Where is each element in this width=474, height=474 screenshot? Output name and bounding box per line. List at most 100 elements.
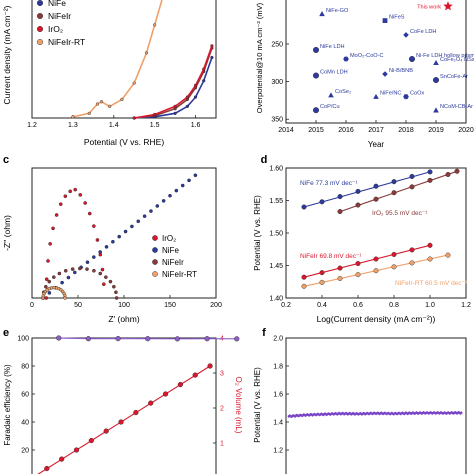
y-tick-label: 20 (21, 448, 29, 455)
point-label: Ni-Fe LDH hollow prisms (416, 53, 474, 59)
panel-e-y2label: O₂ Volume (mL) (234, 377, 243, 434)
legend-label: IrO₂ (48, 24, 63, 34)
y-tick-label: 3 (220, 371, 224, 378)
tafel-point (391, 179, 397, 185)
tafel-point (355, 188, 361, 194)
nyquist-point (98, 252, 103, 257)
point-label: NiFeS (389, 15, 405, 21)
x-tick-label: 50 (74, 302, 82, 309)
series-point (202, 79, 206, 83)
nyquist-point (101, 282, 106, 287)
panel-e-frame (31, 337, 217, 474)
legend-label: NiFe (48, 0, 66, 8)
nyquist-point (47, 291, 52, 295)
nyquist-point (66, 275, 71, 280)
panel-c-xlabel: Z' (ohm) (108, 314, 140, 324)
tafel-point (391, 264, 397, 270)
point-label: CoOx (410, 91, 425, 97)
y-tick-label: 1.6 (273, 392, 283, 399)
point-label: CoMn LDH (320, 70, 348, 76)
series-point (202, 67, 206, 71)
legend-marker (152, 235, 158, 241)
data-point (313, 72, 320, 79)
nyquist-point (104, 275, 108, 279)
legend-marker (37, 0, 44, 6)
x-tick-label: 1.5 (150, 122, 160, 129)
nyquist-point (108, 279, 113, 284)
tafel-point (391, 190, 397, 196)
nyquist-point (123, 229, 128, 234)
fe-point (145, 336, 151, 342)
series-point (132, 81, 136, 85)
legend-label: NiFeIr-RT (48, 37, 85, 47)
data-point (403, 32, 409, 38)
panel-d-ylabel: Potential (V vs. RHE) (253, 195, 262, 271)
tafel-point (301, 283, 307, 289)
fit-line (303, 244, 431, 278)
series-point (108, 104, 112, 108)
nyquist-point (70, 267, 75, 271)
x-tick-label: 2014 (278, 127, 294, 134)
data-point (403, 94, 409, 100)
o2-point (162, 391, 169, 397)
x-tick-label: 2016 (338, 127, 354, 134)
panel-b-frame (285, 0, 467, 124)
y-tick-label: 1.55 (269, 198, 283, 205)
x-tick-label: 0.8 (389, 302, 399, 309)
panel-b-ylabel: Overpotential@10 mA cm⁻² (mV) (255, 2, 264, 113)
series-point (193, 83, 198, 88)
nyquist-point (130, 224, 134, 229)
o2-point (192, 372, 198, 378)
nyquist-point (44, 296, 49, 300)
y-tick-label: 1 (220, 441, 224, 448)
nyquist-point (100, 267, 105, 272)
panel-b-xlabel: Year (368, 140, 385, 149)
x-tick-label: 150 (164, 302, 176, 309)
tafel-label: NiFe 77.3 mV dec⁻¹ (300, 180, 358, 187)
x-tick-label: 0.4 (317, 302, 327, 309)
data-point (319, 11, 325, 17)
tafel-label: IrO₂ 95.5 mV dec⁻¹ (372, 210, 428, 217)
tafel-point (373, 183, 379, 189)
legend-label: NiFeIr-RT (162, 270, 197, 279)
fe-point (204, 336, 210, 342)
nyquist-point (95, 238, 100, 242)
y-tick-label: 350 (271, 117, 283, 124)
nyquist-point (87, 211, 92, 216)
nyquist-point (78, 193, 83, 197)
panel-e-ylabel: Faradaic efficiency (%) (3, 364, 12, 446)
nyquist-point (85, 260, 90, 265)
data-point (373, 93, 379, 99)
series-point (95, 102, 100, 106)
x-tick-label: 0 (30, 302, 34, 309)
o2-point (133, 409, 139, 416)
tafel-point (319, 279, 325, 285)
series-point (210, 44, 214, 48)
stability-trace (287, 410, 463, 419)
tafel-point (427, 177, 433, 183)
series-point (185, 95, 189, 99)
nyquist-point (92, 255, 96, 259)
tafel-point (409, 247, 415, 253)
series-point (185, 104, 189, 108)
x-tick-label: 2018 (398, 127, 414, 134)
nyquist-point (180, 183, 185, 188)
nyquist-point (114, 290, 118, 295)
tafel-point (373, 268, 379, 274)
nyquist-point (52, 275, 56, 279)
tafel-point (301, 274, 307, 280)
legend-marker (152, 247, 158, 253)
series-point (99, 100, 104, 104)
data-point (313, 107, 320, 114)
o2-point (103, 428, 109, 434)
tafel-point (355, 272, 361, 278)
nyquist-point (68, 189, 73, 194)
point-label: This work (417, 4, 441, 10)
series-point (71, 115, 75, 119)
nyquist-point (136, 219, 141, 224)
tafel-point (355, 261, 361, 267)
nyquist-point (44, 284, 48, 289)
legend-label: NiFeIr (48, 11, 71, 21)
series-point (173, 111, 177, 115)
legend-marker (152, 259, 158, 265)
